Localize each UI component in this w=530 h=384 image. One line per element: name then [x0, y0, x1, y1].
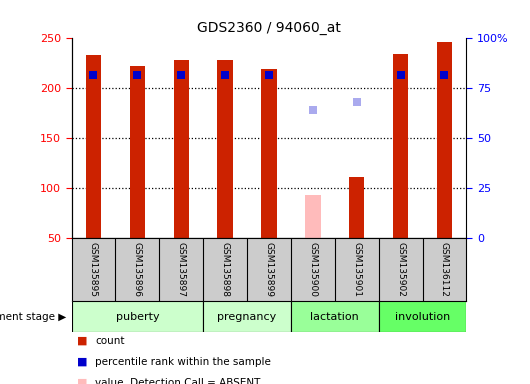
Text: GSM135899: GSM135899	[264, 242, 273, 297]
Point	[308, 107, 317, 113]
Bar	[305, 195, 321, 238]
Bar	[130, 66, 145, 238]
Point	[221, 72, 229, 78]
Point	[396, 72, 405, 78]
Point	[177, 72, 186, 78]
Text: GSM136112: GSM136112	[440, 242, 449, 297]
Bar	[437, 42, 452, 238]
Bar	[203, 301, 291, 332]
Text: percentile rank within the sample: percentile rank within the sample	[95, 357, 271, 367]
Text: involution: involution	[395, 312, 450, 322]
Bar	[72, 301, 203, 332]
Point	[89, 72, 98, 78]
Text: GSM135900: GSM135900	[308, 242, 317, 297]
Text: puberty: puberty	[116, 312, 159, 322]
Text: GSM135898: GSM135898	[220, 242, 229, 297]
Title: GDS2360 / 94060_at: GDS2360 / 94060_at	[197, 21, 341, 35]
Point	[264, 72, 273, 78]
Text: development stage ▶: development stage ▶	[0, 312, 66, 322]
Bar	[378, 301, 466, 332]
Point	[352, 99, 361, 105]
Text: GSM135902: GSM135902	[396, 242, 405, 297]
Point	[440, 72, 449, 78]
Text: GSM135895: GSM135895	[89, 242, 98, 297]
Bar	[173, 60, 189, 238]
Text: pregnancy: pregnancy	[217, 312, 277, 322]
Bar	[291, 301, 378, 332]
Bar	[349, 177, 365, 238]
Bar	[86, 55, 101, 238]
Bar	[393, 55, 408, 238]
Text: ■: ■	[77, 336, 87, 346]
Text: GSM135901: GSM135901	[352, 242, 361, 297]
Text: ■: ■	[77, 378, 87, 384]
Text: GSM135896: GSM135896	[133, 242, 142, 297]
Bar	[261, 70, 277, 238]
Text: count: count	[95, 336, 125, 346]
Text: ■: ■	[77, 357, 87, 367]
Text: lactation: lactation	[311, 312, 359, 322]
Text: value, Detection Call = ABSENT: value, Detection Call = ABSENT	[95, 378, 261, 384]
Text: GSM135897: GSM135897	[176, 242, 186, 297]
Bar	[217, 60, 233, 238]
Point	[133, 72, 142, 78]
